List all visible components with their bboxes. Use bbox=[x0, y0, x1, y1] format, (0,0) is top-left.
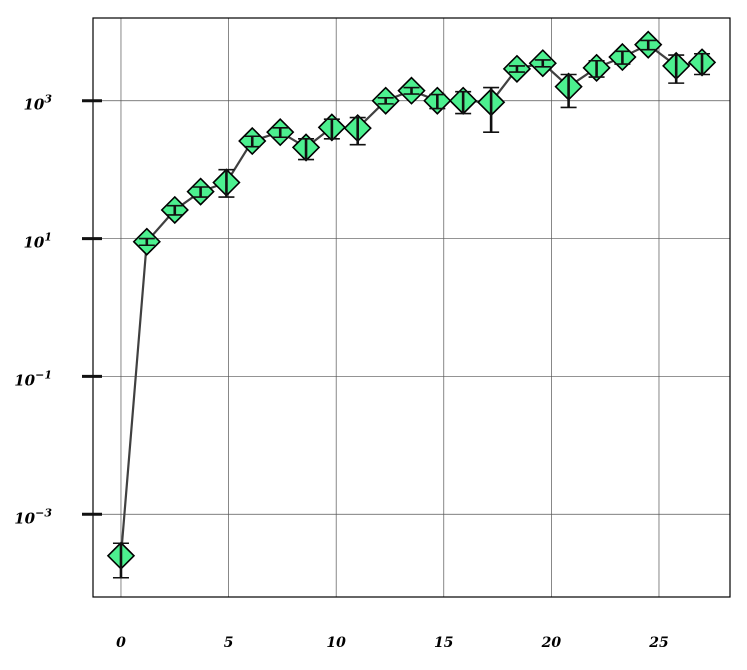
x-tick-label: 25 bbox=[648, 635, 668, 651]
x-tick-label: 20 bbox=[541, 635, 562, 651]
y-tick-label: 101 bbox=[23, 231, 52, 252]
y-tick-label: 10−1 bbox=[14, 368, 52, 389]
x-tick-label: 15 bbox=[434, 635, 453, 651]
y-tick-label: 103 bbox=[23, 93, 52, 114]
error-bars bbox=[112, 39, 711, 579]
plot-frame bbox=[92, 17, 731, 598]
series-line bbox=[119, 43, 703, 556]
grid-lines bbox=[93, 18, 730, 597]
x-tick-label: 0 bbox=[116, 635, 126, 651]
x-axis: 0 5 10 15 20 25 bbox=[116, 635, 669, 651]
x-tick-label: 5 bbox=[224, 635, 234, 651]
data-markers bbox=[106, 30, 717, 570]
y-tick-label: 10−3 bbox=[14, 506, 52, 527]
x-tick-label: 10 bbox=[326, 635, 346, 651]
y-axis: 10−3 10−1 101 103 bbox=[14, 93, 102, 527]
